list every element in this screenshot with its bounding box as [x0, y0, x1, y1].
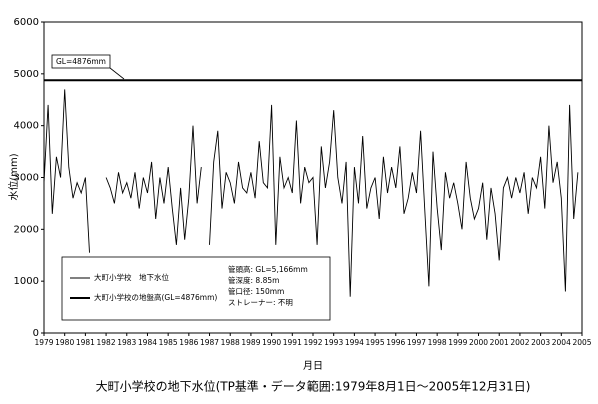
x-tick-label: 2005 [572, 338, 591, 347]
x-tick-label: 2000 [469, 338, 488, 347]
x-tick-label: 1981 [76, 338, 95, 347]
x-tick-label: 1988 [221, 338, 240, 347]
x-tick-label: 1987 [200, 338, 219, 347]
x-tick-label: 1979 [34, 338, 53, 347]
x-tick-label: 1999 [448, 338, 467, 347]
legend-label: 大町小学校 地下水位 [94, 272, 169, 282]
annotation-leader [109, 67, 125, 80]
x-tick-label: 1982 [97, 338, 116, 347]
legend-box [61, 256, 331, 321]
info-text: ストレーナー: 不明 [228, 298, 293, 307]
y-tick-label: 2000 [14, 224, 39, 235]
annotation-box [51, 54, 111, 69]
info-text: 管深度: 8.85m [228, 275, 279, 285]
y-axis-label: 水位(mm) [7, 153, 20, 200]
x-tick-label: 1986 [179, 338, 198, 347]
x-tick-label: 2001 [490, 338, 509, 347]
series-line [43, 89, 579, 297]
x-tick-label: 1980 [55, 338, 74, 347]
y-tick-label: 0 [33, 328, 39, 339]
annotation: GL=4876mm [56, 57, 106, 66]
x-tick-label: 2002 [510, 338, 529, 347]
y-tick-label: 1000 [14, 276, 39, 287]
chart-title: 大町小学校の地下水位(TP基準・データ範囲:1979年8月1日～2005年12月… [96, 379, 531, 394]
y-tick-label: 6000 [14, 17, 39, 28]
x-tick-label: 1993 [324, 338, 343, 347]
x-tick-label: 1995 [366, 338, 385, 347]
legend-label: 大町小学校の地盤高(GL=4876mm) [94, 292, 217, 302]
info-text: 管口径: 150mm [228, 286, 284, 296]
x-tick-label: 1998 [428, 338, 447, 347]
x-axis-label: 月日 [303, 360, 323, 372]
x-tick-label: 1997 [407, 338, 426, 347]
x-tick-label: 1996 [386, 338, 405, 347]
y-tick-label: 4000 [14, 121, 39, 132]
x-tick-label: 1990 [262, 338, 281, 347]
x-tick-label: 2003 [531, 338, 550, 347]
x-tick-label: 1991 [283, 338, 302, 347]
y-tick-label: 3000 [14, 173, 39, 184]
x-tick-label: 1984 [138, 338, 157, 347]
x-tick-label: 1985 [159, 338, 178, 347]
y-tick-label: 5000 [14, 69, 39, 80]
info-text: 管頭高: GL=5,166mm [228, 264, 308, 274]
x-tick-label: 1994 [345, 338, 364, 347]
x-tick-label: 1992 [303, 338, 322, 347]
x-tick-label: 2004 [552, 338, 571, 347]
x-tick-label: 1989 [241, 338, 260, 347]
x-tick-label: 1983 [117, 338, 136, 347]
